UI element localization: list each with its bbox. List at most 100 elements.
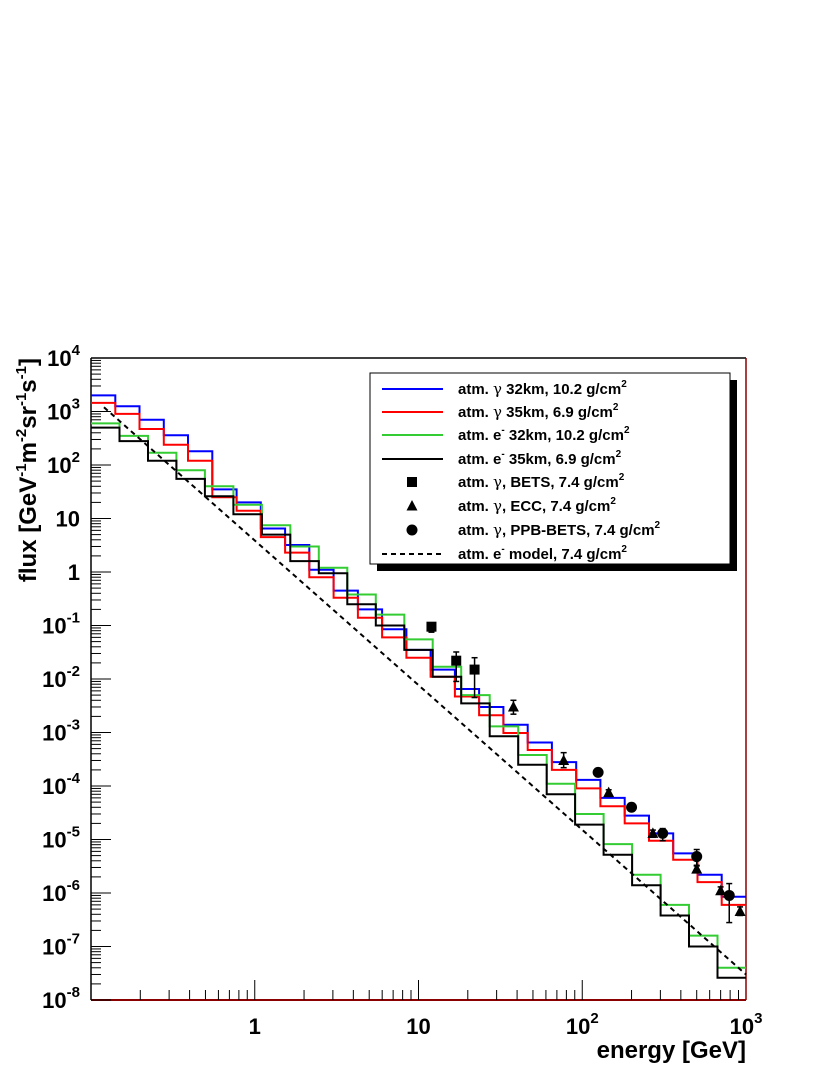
y-tick-label: 10-4 xyxy=(42,770,80,799)
x-tick-label: 10 xyxy=(406,1014,430,1039)
legend-unit-sup: 2 xyxy=(624,425,630,436)
legend-unit-sup: 2 xyxy=(613,402,619,413)
y-tick-base: 10 xyxy=(47,400,71,425)
ecc-triangle-marker xyxy=(715,884,727,896)
bets-square-marker xyxy=(451,655,462,666)
ecc-triangle-marker xyxy=(691,863,703,874)
bets-square-marker xyxy=(469,664,480,675)
legend-text-part: 32km, 10.2 g/cm xyxy=(505,427,624,444)
y-tick-label: 103 xyxy=(47,396,80,425)
x-tick-exponent: 3 xyxy=(754,1010,762,1027)
y-tick-text: 10 xyxy=(56,507,80,532)
y-title-part: s xyxy=(15,379,42,392)
legend-triangle-marker xyxy=(406,500,418,511)
y-title-sup: -1 xyxy=(13,463,30,476)
x-tick-label: 1 xyxy=(249,1014,261,1039)
ppb-bets-circle-marker xyxy=(691,851,703,863)
y-tick-label: 104 xyxy=(47,342,80,371)
ecc-triangle-marker xyxy=(603,786,615,798)
y-tick-base: 10 xyxy=(42,667,66,692)
y-title-sup: -1 xyxy=(13,393,30,406)
legend-text-part: 35km, 6.9 g/cm xyxy=(505,451,616,468)
legend-unit-sup: 2 xyxy=(610,496,616,507)
series-step-line-3 xyxy=(91,426,746,979)
x-tick-exponent: 2 xyxy=(590,1010,598,1027)
legend-entry-label: atm. γ, ECC, 7.4 g/cm2 xyxy=(458,496,616,515)
y-tick-text: 1 xyxy=(68,560,80,585)
legend-text-part: atm. xyxy=(458,498,493,515)
y-tick-exponent: 3 xyxy=(72,396,80,413)
y-tick-label: 10-3 xyxy=(42,717,80,746)
y-tick-exponent: -1 xyxy=(67,610,80,627)
legend-greek: γ xyxy=(493,497,502,515)
y-tick-label: 1 xyxy=(68,560,80,585)
legend-greek: γ xyxy=(493,403,502,421)
legend-text-part: , ECC, 7.4 g/cm xyxy=(502,498,610,515)
legend-greek: γ xyxy=(493,473,502,491)
legend-text-part: model, 7.4 g/cm xyxy=(505,546,622,563)
y-tick-label: 10-6 xyxy=(42,877,80,906)
legend-text-part: atm. e xyxy=(458,427,501,444)
legend-unit-sup: 2 xyxy=(655,520,661,531)
legend-sup: - xyxy=(501,425,504,436)
y-title-part: ] xyxy=(15,358,42,366)
y-tick-base: 10 xyxy=(42,721,66,746)
legend-unit-sup: 2 xyxy=(616,449,622,460)
y-tick-base: 10 xyxy=(47,346,71,371)
y-tick-base: 10 xyxy=(47,453,71,478)
y-title-part: flux [GeV xyxy=(15,477,42,582)
ecc-triangle-marker xyxy=(558,754,570,765)
legend-unit-sup: 2 xyxy=(621,544,627,555)
y-axis-title: flux [GeV-1m-2sr-1s-1] xyxy=(13,358,42,582)
y-tick-exponent: 4 xyxy=(72,342,81,359)
legend-text-part: atm. xyxy=(458,522,493,539)
ppb-bets-circle-marker xyxy=(657,827,669,839)
y-tick-label: 10-1 xyxy=(42,610,80,639)
y-tick-base: 10 xyxy=(42,774,66,799)
legend-text-part: , BETS, 7.4 g/cm xyxy=(502,474,619,491)
ecc-triangle-marker xyxy=(734,905,746,917)
legend-entry-label: atm. e- 32km, 10.2 g/cm2 xyxy=(458,425,630,444)
ppb-bets-circle-marker xyxy=(592,766,604,778)
y-tick-exponent: -5 xyxy=(67,824,80,841)
y-tick-exponent: 2 xyxy=(72,449,80,466)
y-tick-base: 10 xyxy=(42,828,66,853)
legend-sup: - xyxy=(501,544,504,555)
legend-text-part: , PPB-BETS, 7.4 g/cm xyxy=(502,522,655,539)
legend-sup: - xyxy=(501,449,504,460)
x-tick-base: 10 xyxy=(730,1014,754,1039)
y-tick-label: 102 xyxy=(47,449,80,478)
legend-entry-label: atm. γ, BETS, 7.4 g/cm2 xyxy=(458,472,625,491)
series-step-line-1 xyxy=(91,401,746,906)
y-tick-label: 10-7 xyxy=(42,931,80,960)
bets-square-marker xyxy=(426,621,437,632)
y-tick-label: 10-8 xyxy=(42,984,80,1013)
x-tick-text: 1 xyxy=(249,1014,261,1039)
legend-box xyxy=(369,372,731,565)
legend-text-part: 32km, 10.2 g/cm xyxy=(502,381,621,398)
legend-unit-sup: 2 xyxy=(621,379,627,390)
legend-text-part: atm. e xyxy=(458,451,501,468)
legend-circle-marker xyxy=(406,524,418,536)
legend-square-marker xyxy=(407,477,417,487)
x-tick-base: 10 xyxy=(566,1014,590,1039)
legend-text-part: 35km, 6.9 g/cm xyxy=(502,404,613,421)
y-tick-exponent: -6 xyxy=(67,877,80,894)
y-tick-exponent: -7 xyxy=(67,931,80,948)
y-tick-base: 10 xyxy=(42,988,66,1013)
y-tick-base: 10 xyxy=(42,614,66,639)
y-tick-exponent: -8 xyxy=(67,984,80,1001)
y-title-part: m xyxy=(15,442,42,463)
legend-entry-label: atm. e- 35km, 6.9 g/cm2 xyxy=(458,449,622,468)
ecc-triangle-marker xyxy=(507,700,519,712)
y-tick-base: 10 xyxy=(42,935,66,960)
x-tick-label: 103 xyxy=(730,1010,763,1039)
ecc-triangle-marker xyxy=(647,827,659,838)
legend-entry-label: atm. e- model, 7.4 g/cm2 xyxy=(458,544,627,563)
y-tick-label: 10-2 xyxy=(42,663,80,692)
ppb-bets-circle-marker xyxy=(626,801,638,813)
legend-entry-label: atm. γ 35km, 6.9 g/cm2 xyxy=(458,402,619,421)
legend-entry-label: atm. γ, PPB-BETS, 7.4 g/cm2 xyxy=(458,520,661,539)
